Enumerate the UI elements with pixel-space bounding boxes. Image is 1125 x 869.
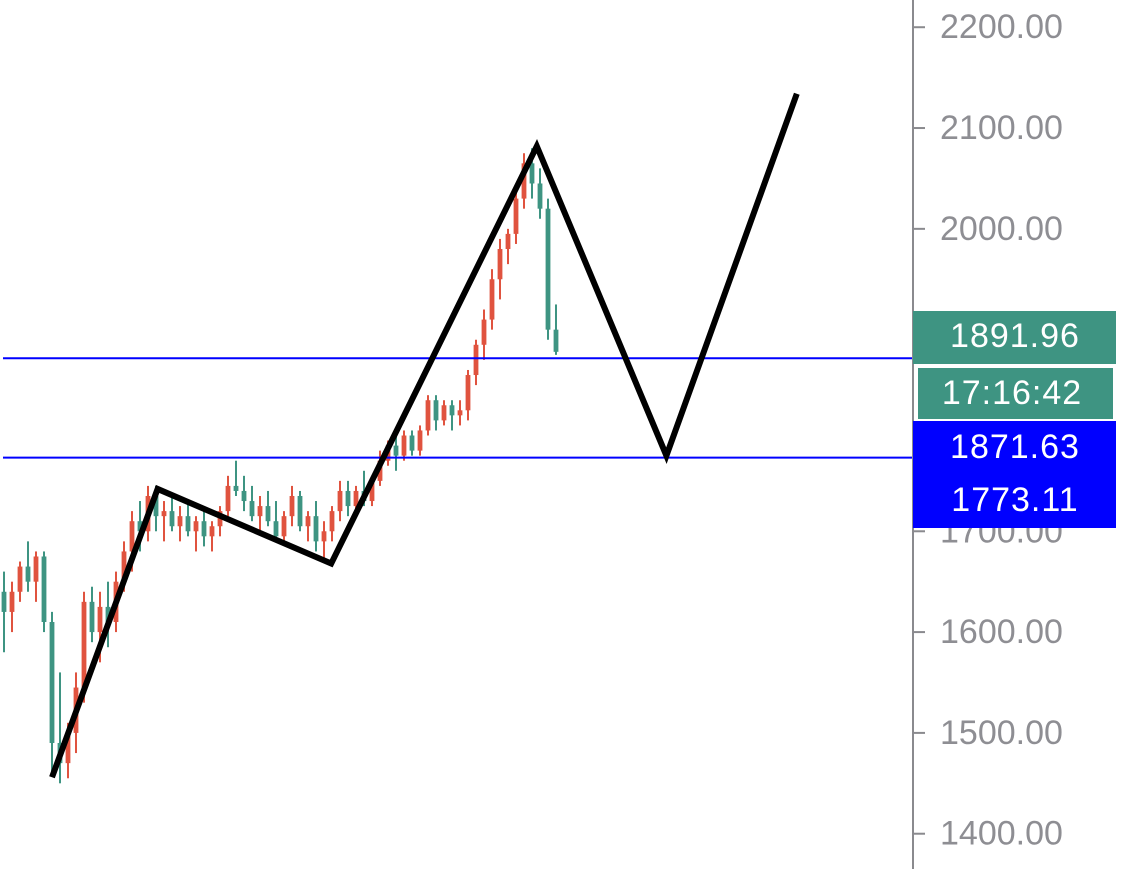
candle-body bbox=[457, 410, 463, 416]
candle-body bbox=[329, 511, 335, 532]
candle-body bbox=[97, 606, 103, 633]
candle-body bbox=[305, 516, 311, 527]
zigzag-drawing bbox=[49, 92, 800, 779]
candle-body bbox=[417, 430, 423, 451]
candle-body bbox=[513, 198, 519, 234]
candle-body bbox=[129, 521, 135, 552]
candle-body bbox=[49, 622, 55, 743]
candle-body bbox=[481, 319, 487, 345]
candle-body bbox=[353, 490, 359, 507]
countdown-box bbox=[916, 366, 1115, 421]
candle-body bbox=[81, 601, 87, 688]
candle-body bbox=[233, 485, 239, 491]
candle-body bbox=[177, 516, 183, 527]
candle-body bbox=[489, 279, 495, 320]
candle-body bbox=[161, 511, 167, 517]
candle-body bbox=[153, 495, 159, 517]
candle-body bbox=[553, 329, 559, 352]
candle-body bbox=[41, 556, 47, 623]
candle-body bbox=[465, 375, 471, 411]
plot-area bbox=[1, 92, 912, 784]
y-tick-label: 1400.00 bbox=[940, 815, 1063, 853]
candle-body bbox=[169, 511, 175, 527]
candle-body bbox=[545, 208, 551, 330]
candle-body bbox=[409, 435, 415, 451]
last-price-label: 1891.96 bbox=[950, 317, 1080, 355]
candle-body bbox=[537, 183, 543, 209]
candle-body bbox=[473, 344, 479, 376]
candle-body bbox=[185, 516, 191, 532]
y-tick-label: 2100.00 bbox=[940, 109, 1063, 147]
candle-body bbox=[337, 490, 343, 512]
line-price-box bbox=[913, 421, 1116, 475]
candle-body bbox=[257, 506, 263, 517]
last-price-box bbox=[913, 311, 1116, 364]
candle-body bbox=[9, 591, 15, 612]
candle-body bbox=[521, 163, 527, 199]
y-tick-label: 2000.00 bbox=[940, 210, 1063, 248]
candle-body bbox=[249, 501, 255, 517]
candle-body bbox=[201, 521, 207, 537]
candle-body bbox=[289, 495, 295, 517]
candle-body bbox=[17, 566, 23, 592]
candle-body bbox=[225, 485, 231, 512]
candle-body bbox=[241, 490, 247, 502]
candle-body bbox=[497, 249, 503, 280]
candle-body bbox=[297, 495, 303, 527]
candle-body bbox=[345, 490, 351, 507]
candle-body bbox=[369, 480, 375, 502]
candle-body bbox=[425, 400, 431, 431]
candle-body bbox=[529, 163, 535, 184]
candle-body bbox=[401, 435, 407, 456]
y-tick-label: 2200.00 bbox=[940, 8, 1063, 46]
candle-body bbox=[273, 521, 279, 537]
candle-body bbox=[433, 400, 439, 421]
candle-body bbox=[121, 551, 127, 582]
candle-body bbox=[25, 566, 31, 582]
candle-body bbox=[393, 445, 399, 456]
candle-body bbox=[441, 405, 447, 421]
line-price-label: 1773.11 bbox=[951, 481, 1078, 519]
price-tags: 1891.96 17:16:42 1871.63 1773.11 bbox=[913, 311, 1116, 528]
candle-body bbox=[1, 591, 7, 612]
candle-body bbox=[505, 233, 511, 250]
countdown-label: 17:16:42 bbox=[942, 374, 1082, 412]
candle-body bbox=[321, 531, 327, 542]
candle-body bbox=[193, 521, 199, 532]
candle-body bbox=[137, 521, 143, 532]
line-price-box bbox=[913, 474, 1116, 528]
candle-body bbox=[313, 516, 319, 542]
y-tick-label: 1500.00 bbox=[940, 714, 1063, 752]
candle-body bbox=[33, 556, 39, 582]
candle-body bbox=[105, 606, 111, 623]
candle-body bbox=[265, 506, 271, 522]
candle-body bbox=[449, 405, 455, 416]
candle-body bbox=[281, 516, 287, 537]
candle-body bbox=[89, 601, 95, 633]
y-tick-label: 1600.00 bbox=[940, 613, 1063, 651]
line-price-label: 1871.63 bbox=[950, 428, 1080, 466]
candle-body bbox=[209, 526, 215, 537]
candle-body bbox=[65, 732, 71, 764]
